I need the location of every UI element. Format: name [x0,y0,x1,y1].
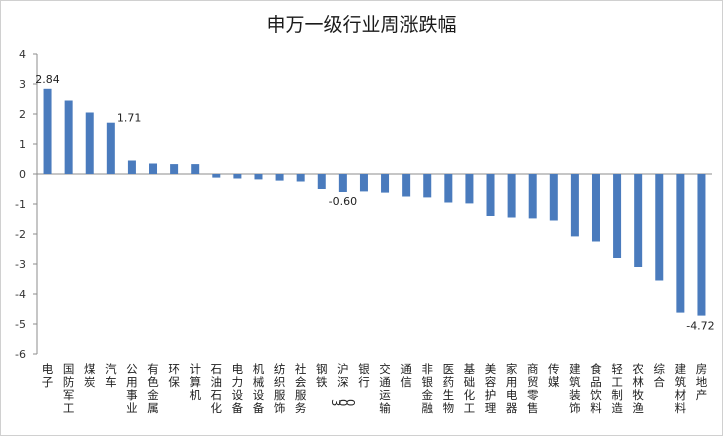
y-tick-label: 0 [19,168,26,181]
category-label: 医药生物 [443,362,455,415]
category-label: 石油石化 [211,362,223,415]
y-tick-label: -4 [15,288,26,301]
category-label: 沪深 300 [329,362,358,406]
category-label: 房地产 [696,362,708,402]
data-label: 2.84 [35,73,60,86]
category-label: 有色金属 [147,362,159,415]
data-label: -4.72 [686,320,714,333]
category-label: 传媒 [548,362,560,389]
bar [254,174,263,180]
category-label: 钢铁 [316,362,328,389]
bar [486,174,495,216]
bar [170,164,179,174]
category-label: 计算机 [189,362,201,402]
category-label: 纺织服饰 [274,362,286,415]
y-tick-label: 1 [19,138,26,151]
category-label: 轻工制造 [611,362,623,415]
category-label: 非银金融 [421,362,433,415]
category-label: 农林牧渔 [632,362,644,415]
category-label: 汽车 [105,362,117,389]
y-tick-label: -6 [15,348,26,361]
chart-title: 申万一级行业周涨跌幅 [266,14,457,36]
bar [655,174,664,281]
category-label: 通信 [400,362,412,389]
bar [43,88,52,174]
bar [85,112,94,174]
category-label: 建筑装饰 [569,362,581,415]
category-label: 交通运输 [379,362,391,415]
y-tick-label: -3 [15,258,26,271]
bar [338,174,347,192]
bar [233,174,242,179]
y-tick-label: 4 [19,48,26,61]
y-tick-label: 3 [19,78,26,91]
bar [149,163,158,174]
category-label: 国防军工 [63,362,75,415]
bar [381,174,390,193]
bar [127,160,136,174]
category-label: 机械设备 [253,362,265,415]
bar [634,174,643,267]
bar [570,174,579,237]
bar [212,174,221,178]
data-label: -0.60 [329,195,357,208]
bar [697,174,706,316]
bar [317,174,326,189]
bar [64,100,73,174]
bar [423,174,432,198]
bar [444,174,453,203]
y-tick-label: -5 [15,318,26,331]
y-tick-label: -1 [15,198,26,211]
category-label: 商贸零售 [527,362,539,415]
bar [465,174,474,204]
bar [613,174,622,258]
data-label: 1.71 [117,112,142,125]
category-label: 银行 [358,362,370,389]
category-label: 美容护理 [485,362,497,415]
bar [676,174,685,313]
category-label: 社会服务 [295,362,307,415]
bar [191,164,200,174]
bar [275,174,284,181]
bar [359,174,368,192]
y-tick-label: -2 [15,228,26,241]
category-label: 煤炭 [84,362,96,389]
y-tick-label: 2 [19,108,26,121]
category-label: 综合 [654,362,666,389]
category-label: 电子 [42,362,54,389]
category-label: 家用电器 [506,362,518,415]
bar [528,174,537,219]
bar [507,174,516,218]
category-label: 环保 [168,362,180,389]
category-label: 基础化工 [464,362,476,415]
bar [402,174,411,197]
category-label: 建筑材料 [675,362,687,415]
bar [296,174,305,182]
category-label: 食品饮料 [590,362,602,415]
category-label: 公用事业 [126,362,138,415]
bar [106,122,115,174]
category-label: 电力设备 [232,362,244,415]
bar [549,174,558,221]
bar [591,174,600,242]
